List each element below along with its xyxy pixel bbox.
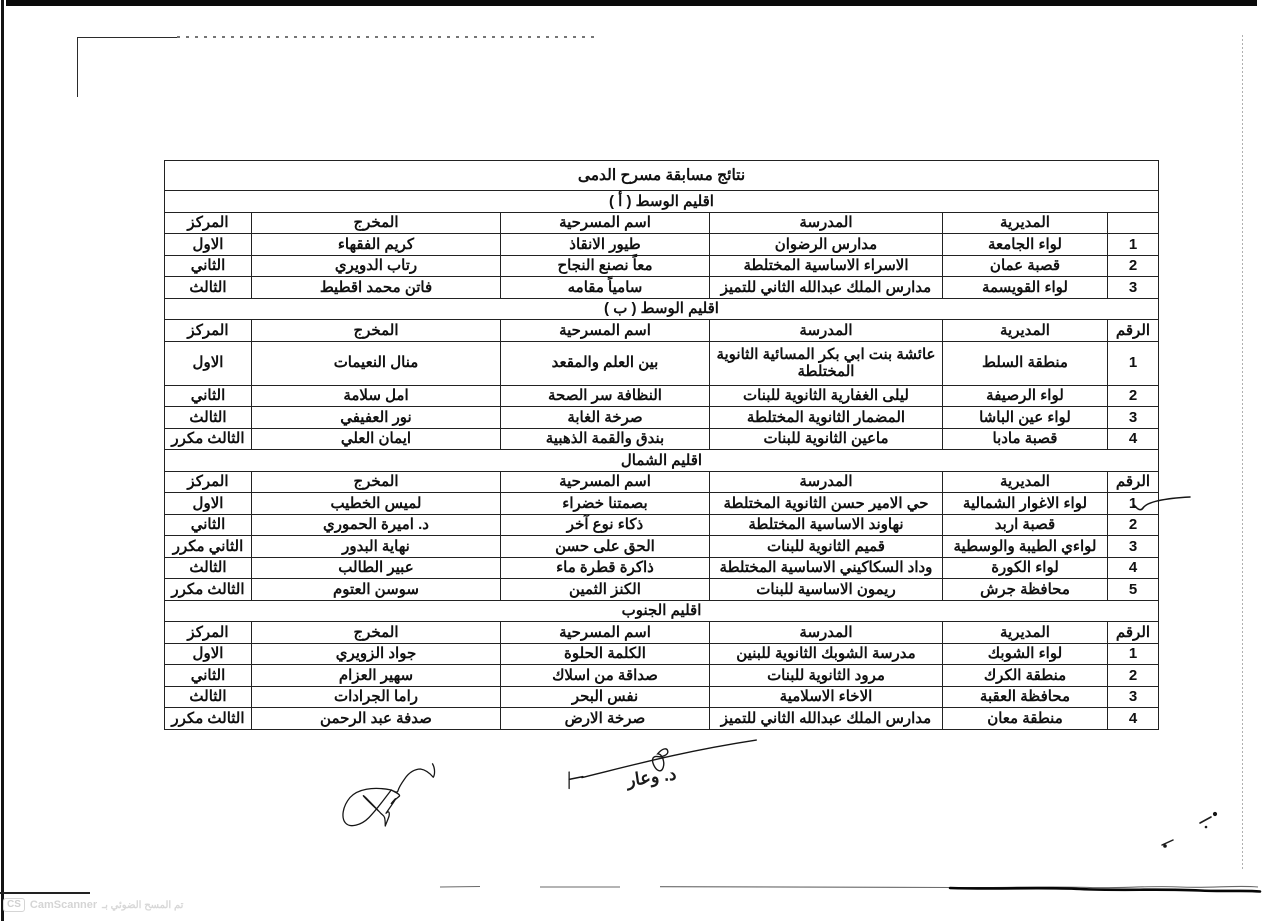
svg-text:د. وعار: د. وعار <box>623 764 677 792</box>
